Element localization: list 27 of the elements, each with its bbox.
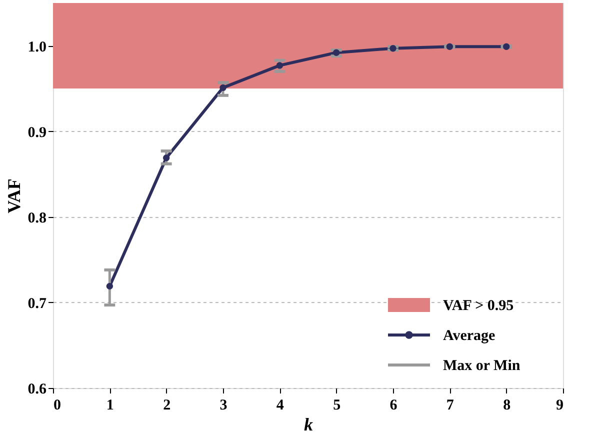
legend-label: VAF > 0.95 [443,298,514,314]
point [220,84,226,92]
x-tick-label: 1 [106,398,114,414]
point [332,49,340,56]
x-tick-label: 6 [390,398,398,414]
x-axis-title: k [304,414,313,434]
annotation: Max or Min [443,358,521,374]
point [162,154,170,162]
point [106,282,114,290]
legend-label: Average [443,328,496,344]
y-tick-label: 0.7 [28,296,47,312]
y-axis-title: VAF [4,178,24,214]
y-tick-label: 1.0 [28,39,46,56]
y-tick-label: 0.6 [28,382,47,398]
x-tick-label: 9 [556,398,564,414]
x-tick-label: 3 [220,398,228,414]
x-tick-label: 5 [333,398,341,414]
y-tick-label: 0.8 [28,210,46,226]
x-tick-label: 2 [163,398,171,414]
point [446,43,454,50]
x-tick-label: 8 [503,398,511,414]
point [276,62,284,69]
x-tick-label: 0 [54,398,61,414]
y-tick-label: 0.9 [28,124,46,141]
x-tick-label: 7 [446,398,454,414]
x-tick-label: 4 [276,398,284,414]
point [502,43,510,50]
